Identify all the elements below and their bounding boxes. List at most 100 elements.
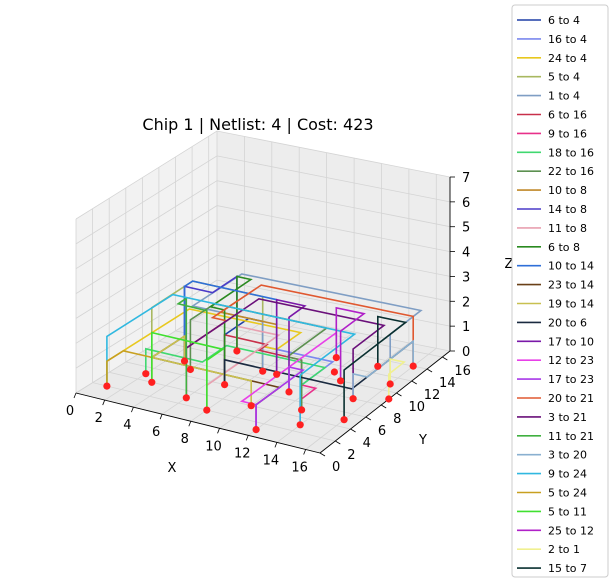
gate-marker	[180, 357, 189, 365]
y-tick-mark	[442, 356, 448, 361]
wire-5-to-11	[151, 331, 225, 411]
wire-3-to-20	[352, 339, 415, 399]
legend-entry: 5 to 11	[548, 505, 587, 518]
y-tick-mark	[335, 440, 341, 445]
legend-entry: 24 to 4	[548, 52, 587, 65]
x-tick-mark	[245, 435, 249, 441]
z-axis-label: Z	[505, 257, 514, 272]
gate-marker	[273, 370, 281, 378]
gate-marker	[296, 421, 304, 429]
x-tick-label: 0	[66, 404, 74, 419]
x-tick-mark	[102, 399, 106, 406]
legend-entry: 17 to 10	[548, 335, 594, 348]
z-tick-label: 5	[462, 221, 470, 236]
y-tick-mark	[411, 380, 417, 385]
legend-frame	[511, 4, 609, 578]
legend-entry: 9 to 16	[548, 127, 587, 140]
y-axis-line	[319, 350, 451, 454]
gate-marker	[330, 368, 338, 376]
x-tick-mark	[188, 421, 192, 427]
gate-marker	[259, 367, 267, 375]
y-tick-label: 8	[393, 412, 401, 427]
legend-entry: 23 to 14	[548, 279, 594, 292]
gate-marker	[182, 394, 190, 402]
legend-entry: 19 to 14	[548, 298, 594, 311]
gate-marker	[252, 426, 260, 434]
z-grid-line	[75, 229, 451, 319]
z-tick-label: 1	[462, 320, 470, 335]
gate-marker	[142, 370, 150, 378]
x-tick-mark	[73, 392, 77, 399]
floor-pane	[76, 305, 450, 453]
gate-marker	[298, 406, 306, 414]
z-grid-line	[75, 130, 451, 220]
y-tick-mark	[365, 416, 372, 421]
legend-entry: 3 to 20	[548, 449, 587, 462]
x-tick-label: 14	[263, 453, 280, 468]
z-tick-label: 0	[462, 345, 470, 360]
x-tick-label: 8	[181, 432, 189, 447]
wire-9-to-24	[106, 293, 357, 425]
gate-marker	[233, 347, 241, 355]
gate-marker	[332, 354, 340, 362]
gate-marker	[409, 362, 417, 370]
y-tick-label: 16	[454, 364, 471, 379]
legend-entry: 14 to 8	[548, 203, 587, 216]
legend-entry: 15 to 7	[548, 562, 587, 575]
legend-entry: 1 to 4	[548, 90, 580, 103]
y-tick-mark	[426, 368, 433, 373]
x-tick-mark	[217, 428, 220, 434]
y-tick-label: 0	[332, 460, 340, 475]
gate-marker	[285, 388, 293, 396]
legend-entry: 6 to 16	[548, 109, 587, 122]
y-axis-label: Y	[418, 433, 427, 448]
legend-entry: 11 to 8	[548, 222, 587, 235]
gate-marker	[337, 377, 345, 385]
legend-entry: 6 to 8	[548, 241, 580, 254]
legend-entry: 3 to 21	[548, 411, 587, 424]
x-tick-label: 4	[123, 418, 131, 433]
legend-entry: 11 to 21	[548, 430, 594, 443]
y-tick-label: 2	[347, 448, 355, 463]
gate-marker	[221, 381, 229, 389]
axis-lines	[75, 177, 451, 454]
y-tick-mark	[319, 452, 326, 457]
z-tick-label: 3	[462, 270, 470, 285]
legend-entry: 2 to 1	[548, 543, 580, 556]
y-tick-mark	[380, 404, 387, 409]
y-tick-label: 10	[408, 400, 425, 415]
z-tick-label: 2	[462, 295, 470, 310]
wire-series	[106, 273, 423, 430]
y-tick-label: 12	[424, 388, 441, 403]
wire-17-to-10	[275, 298, 307, 392]
x-tick-label: 10	[205, 439, 222, 454]
legend-entry: 5 to 4	[548, 71, 580, 84]
wire-25-to-12	[335, 306, 366, 381]
wire-15-to-7	[343, 315, 408, 420]
x-axis-line	[75, 392, 321, 454]
legend-entry: 10 to 14	[548, 260, 594, 273]
legend-entry: 20 to 21	[548, 392, 594, 405]
x-tick-mark	[159, 414, 163, 420]
gate-marker	[386, 380, 394, 388]
gate-marker	[340, 416, 348, 424]
gate-marker	[349, 395, 357, 403]
back-pane	[217, 131, 450, 351]
legend-entry: 16 to 4	[548, 33, 587, 46]
left-pane	[76, 131, 217, 393]
gate-marker	[247, 402, 255, 410]
z-grid-line	[75, 155, 451, 245]
legend-entry: 18 to 16	[548, 146, 594, 159]
z-grid-line	[75, 205, 451, 294]
legend-entry: 10 to 8	[548, 184, 587, 197]
axis-panes	[76, 131, 450, 453]
x-tick-mark	[274, 442, 278, 448]
gate-marker	[186, 365, 194, 374]
gate-marker	[103, 382, 111, 390]
gate-marker	[385, 395, 393, 403]
y-tick-mark	[350, 428, 356, 433]
chart-title: Chip 1 | Netlist: 4 | Cost: 423	[142, 115, 373, 134]
x-tick-label: 12	[234, 446, 251, 461]
